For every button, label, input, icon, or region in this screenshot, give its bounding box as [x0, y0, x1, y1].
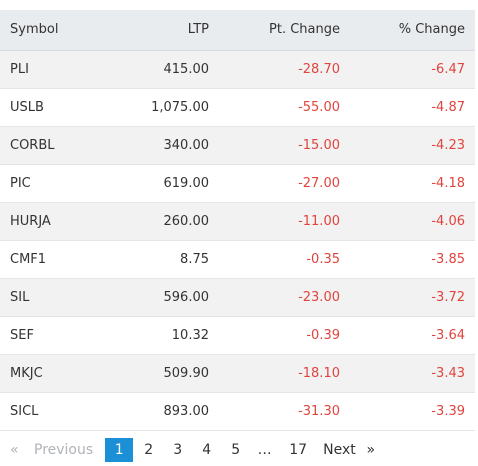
- pagination: « Previous 1 2 3 4 5 … 17 Next »: [0, 438, 378, 462]
- ltp-cell: 8.75: [180, 251, 209, 267]
- symbol-cell[interactable]: PLI: [10, 61, 29, 77]
- page-link-5[interactable]: 5: [231, 442, 241, 458]
- symbol-cell[interactable]: SICL: [10, 403, 39, 419]
- pt-change-cell: -18.10: [298, 365, 340, 381]
- symbol-cell[interactable]: CMF1: [10, 251, 47, 267]
- page-link-4[interactable]: 4: [202, 442, 212, 458]
- losers-table-container: Symbol LTP Pt. Change % Change PLI 415.0…: [0, 10, 475, 431]
- last-page-arrow-icon[interactable]: »: [366, 442, 376, 458]
- pct-change-cell: -4.18: [431, 175, 465, 191]
- page-link-17[interactable]: 17: [289, 442, 308, 458]
- header-row: Symbol LTP Pt. Change % Change: [0, 10, 475, 51]
- table-row[interactable]: CORBL 340.00 -15.00 -4.23: [0, 126, 475, 164]
- pt-change-cell: -28.70: [298, 61, 340, 77]
- next-page-link[interactable]: Next: [323, 442, 356, 458]
- table-row[interactable]: HURJA 260.00 -11.00 -4.06: [0, 202, 475, 240]
- table-row[interactable]: PIC 619.00 -27.00 -4.18: [0, 164, 475, 202]
- pt-change-cell: -0.35: [306, 251, 340, 267]
- ltp-cell: 260.00: [163, 213, 210, 229]
- pct-change-cell: -6.47: [431, 61, 465, 77]
- table-row[interactable]: USLB 1,075.00 -55.00 -4.87: [0, 88, 475, 126]
- ltp-cell: 509.90: [163, 365, 210, 381]
- pct-change-cell: -4.87: [431, 99, 465, 115]
- pct-change-cell: -3.85: [431, 251, 465, 267]
- table-header: Symbol LTP Pt. Change % Change: [0, 10, 475, 51]
- pt-change-cell: -0.39: [306, 327, 340, 343]
- symbol-cell[interactable]: PIC: [10, 175, 31, 191]
- symbol-cell[interactable]: HURJA: [10, 213, 51, 229]
- symbol-cell[interactable]: SIL: [10, 289, 30, 305]
- ltp-cell: 10.32: [171, 327, 209, 343]
- previous-page-link[interactable]: Previous: [34, 442, 94, 458]
- header-ltp[interactable]: LTP: [103, 10, 219, 51]
- ltp-cell: 893.00: [163, 403, 210, 419]
- header-pt-change[interactable]: Pt. Change: [219, 10, 350, 51]
- ltp-cell: 619.00: [163, 175, 210, 191]
- symbol-cell[interactable]: CORBL: [10, 137, 55, 153]
- pt-change-cell: -55.00: [298, 99, 340, 115]
- page-link-1[interactable]: 1: [105, 438, 134, 462]
- table-row[interactable]: SICL 893.00 -31.30 -3.39: [0, 392, 475, 430]
- symbol-cell[interactable]: MKJC: [10, 365, 43, 381]
- header-pct-change[interactable]: % Change: [350, 10, 475, 51]
- table-body: PLI 415.00 -28.70 -6.47 USLB 1,075.00 -5…: [0, 50, 475, 430]
- header-symbol[interactable]: Symbol: [0, 10, 103, 51]
- first-page-arrow-icon[interactable]: «: [10, 442, 19, 458]
- page-link-2[interactable]: 2: [144, 442, 154, 458]
- losers-table: Symbol LTP Pt. Change % Change PLI 415.0…: [0, 10, 475, 431]
- pct-change-cell: -4.06: [431, 213, 465, 229]
- table-row[interactable]: PLI 415.00 -28.70 -6.47: [0, 50, 475, 88]
- ltp-cell: 340.00: [163, 137, 210, 153]
- pct-change-cell: -3.39: [431, 403, 465, 419]
- table-row[interactable]: SIL 596.00 -23.00 -3.72: [0, 278, 475, 316]
- table-row[interactable]: SEF 10.32 -0.39 -3.64: [0, 316, 475, 354]
- ltp-cell: 596.00: [163, 289, 210, 305]
- pt-change-cell: -23.00: [298, 289, 340, 305]
- pt-change-cell: -11.00: [298, 213, 340, 229]
- pt-change-cell: -15.00: [298, 137, 340, 153]
- page-link-3[interactable]: 3: [173, 442, 183, 458]
- ltp-cell: 1,075.00: [151, 99, 209, 115]
- table-row[interactable]: CMF1 8.75 -0.35 -3.85: [0, 240, 475, 278]
- pt-change-cell: -31.30: [298, 403, 340, 419]
- symbol-cell[interactable]: USLB: [10, 99, 44, 115]
- ltp-cell: 415.00: [163, 61, 210, 77]
- pct-change-cell: -3.72: [431, 289, 465, 305]
- symbol-cell[interactable]: SEF: [10, 327, 34, 343]
- table-row[interactable]: MKJC 509.90 -18.10 -3.43: [0, 354, 475, 392]
- pct-change-cell: -4.23: [431, 137, 465, 153]
- pct-change-cell: -3.43: [431, 365, 465, 381]
- pct-change-cell: -3.64: [431, 327, 465, 343]
- pagination-ellipsis: …: [257, 442, 272, 458]
- pt-change-cell: -27.00: [298, 175, 340, 191]
